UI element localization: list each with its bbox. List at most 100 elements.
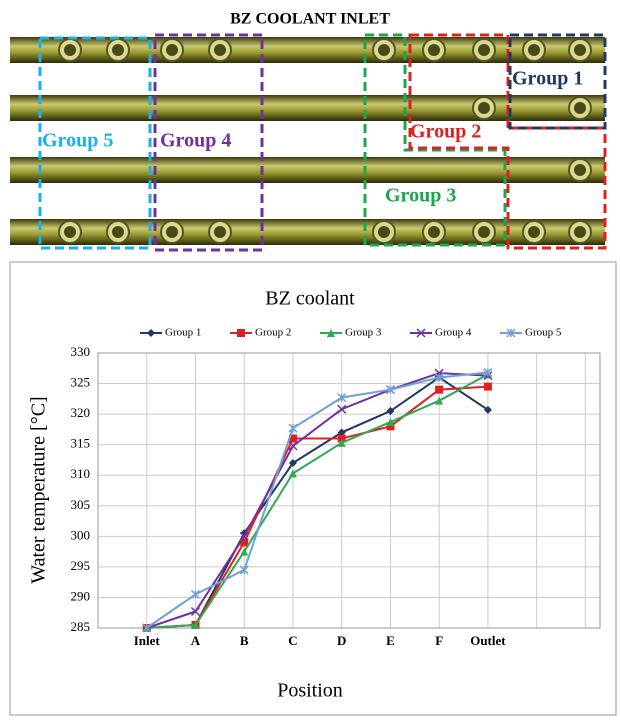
marker — [385, 385, 395, 395]
marker — [416, 328, 426, 338]
group-label: Group 3 — [385, 185, 456, 207]
legend-label: Group 4 — [435, 327, 472, 339]
legend-label: Group 3 — [345, 327, 382, 339]
pipe — [10, 95, 605, 121]
pipe-hole — [64, 226, 76, 238]
y-tick-label: 320 — [71, 405, 91, 420]
pipe-hole — [574, 44, 586, 56]
pipe-hole — [166, 44, 178, 56]
marker — [327, 329, 335, 337]
chart-frame — [9, 261, 617, 716]
marker — [239, 531, 249, 541]
group-box — [508, 33, 607, 130]
marker — [237, 329, 245, 337]
pipe-hole — [112, 44, 124, 56]
chart-title: BZ coolant — [265, 288, 355, 310]
pipe-hole — [64, 44, 76, 56]
plot-area — [97, 352, 601, 629]
x-tick-label: B — [240, 633, 249, 648]
marker — [386, 407, 395, 416]
pipe-hole — [428, 226, 440, 238]
y-tick-label: 285 — [71, 619, 91, 634]
group-label: Group 5 — [42, 130, 113, 152]
pipe-hole — [214, 226, 226, 238]
legend-label: Group 1 — [165, 327, 201, 339]
marker — [337, 434, 346, 443]
group-label: Group 2 — [410, 121, 481, 143]
marker — [506, 328, 516, 338]
marker — [435, 396, 444, 405]
x-tick-label: F — [435, 633, 443, 648]
y-tick-label: 290 — [71, 588, 91, 603]
group-box — [408, 33, 607, 250]
group-label: Group 1 — [512, 68, 583, 90]
legend-label: Group 5 — [525, 327, 562, 339]
marker — [239, 565, 249, 575]
marker — [288, 423, 298, 433]
pipe — [10, 219, 605, 245]
pipe-hole — [574, 226, 586, 238]
pipe-hole — [166, 226, 178, 238]
y-tick-label: 315 — [71, 436, 91, 451]
x-tick-label: Outlet — [470, 633, 506, 648]
marker — [190, 606, 201, 617]
x-tick-label: Inlet — [134, 633, 161, 648]
group-label: Group 4 — [160, 130, 231, 152]
marker — [483, 405, 492, 414]
marker — [240, 547, 249, 556]
group-box — [38, 36, 152, 250]
pipe — [10, 157, 605, 183]
diagram-title: BZ COOLANT INLET — [230, 11, 390, 28]
marker — [386, 422, 395, 431]
marker — [386, 418, 395, 427]
marker — [191, 620, 200, 629]
pipe-hole — [378, 44, 390, 56]
y-tick-label: 295 — [71, 558, 91, 573]
legend-label: Group 2 — [255, 327, 291, 339]
marker — [483, 382, 492, 391]
pipe-hole — [528, 44, 540, 56]
marker — [434, 372, 444, 382]
marker — [288, 441, 298, 451]
marker — [288, 469, 297, 478]
pipe-hole — [528, 226, 540, 238]
marker — [337, 404, 347, 414]
pipe-hole — [478, 102, 490, 114]
pipe-hole — [478, 226, 490, 238]
marker — [288, 434, 297, 443]
pipe-hole — [214, 44, 226, 56]
series-line — [146, 372, 488, 629]
pipe-hole — [112, 226, 124, 238]
marker — [337, 438, 346, 447]
series-line — [146, 376, 489, 629]
x-axis-label: Position — [277, 680, 343, 702]
marker — [288, 459, 297, 467]
marker — [435, 385, 444, 394]
y-tick-label: 310 — [71, 466, 91, 481]
x-tick-label: E — [386, 633, 395, 648]
marker — [483, 368, 493, 378]
y-tick-label: 330 — [71, 344, 91, 359]
pipe-hole — [478, 44, 490, 56]
y-axis-label: Water temperature [°C] — [28, 396, 50, 583]
pipe — [10, 37, 605, 63]
pipe-hole — [574, 102, 586, 114]
pipe-hole — [574, 164, 586, 176]
x-tick-label: C — [288, 633, 297, 648]
group-box — [153, 33, 264, 252]
x-tick-label: A — [191, 633, 201, 648]
series-line — [146, 371, 489, 629]
marker — [337, 428, 346, 437]
marker — [142, 623, 152, 633]
marker — [190, 589, 201, 599]
y-tick-label: 305 — [71, 497, 91, 512]
y-tick-label: 300 — [71, 527, 91, 542]
marker — [147, 329, 155, 337]
pipe-hole — [378, 226, 390, 238]
y-tick-label: 325 — [71, 375, 91, 390]
pipe-hole — [428, 44, 440, 56]
x-tick-label: D — [337, 633, 346, 648]
marker — [337, 393, 347, 403]
